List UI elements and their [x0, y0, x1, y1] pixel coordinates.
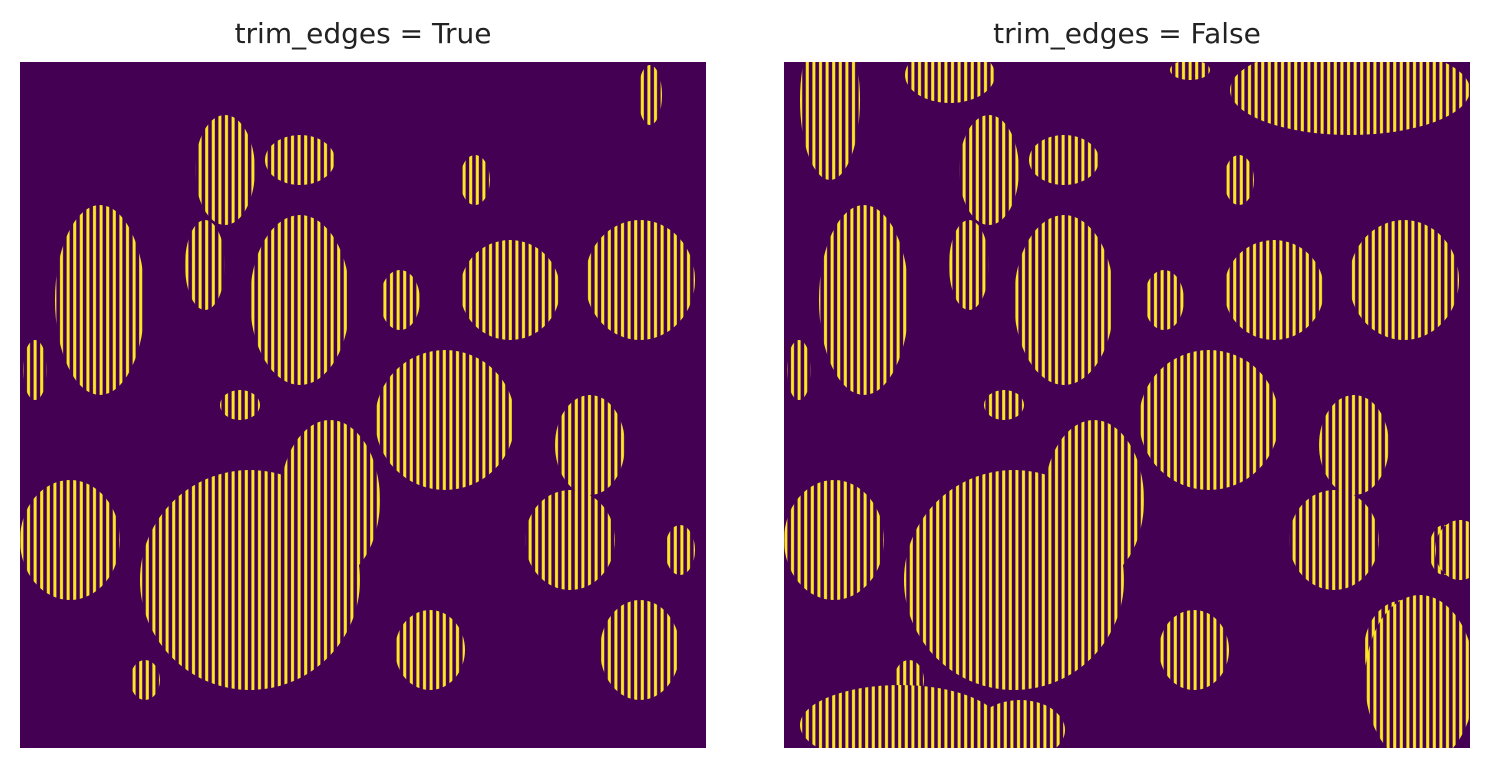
panel-title: trim_edges = True [235, 17, 492, 50]
image-panel [20, 62, 706, 748]
image-panel [784, 62, 1470, 748]
panel-title: trim_edges = False [993, 17, 1261, 50]
